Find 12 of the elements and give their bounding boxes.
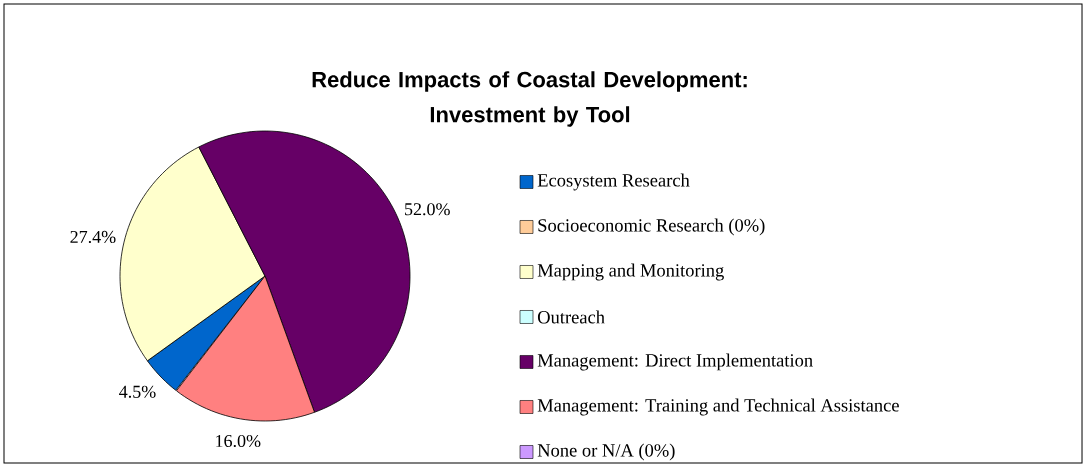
- legend-label: None or N/A (0%): [537, 443, 675, 461]
- legend-label: Socioeconomic Research (0%): [538, 218, 765, 236]
- chart-title: Reduce Impacts of Coastal Development: Investment by Tool: [312, 71, 747, 127]
- legend-label: Management: Training and Technical Assistance: [537, 398, 899, 416]
- legend-label: Ecosystem Research: [537, 173, 690, 191]
- data-label: 27.4%: [70, 230, 116, 244]
- legend-label: Mapping and Monitoring: [537, 263, 724, 281]
- legend-label: Outreach: [537, 310, 605, 324]
- data-label: 16.0%: [216, 434, 261, 448]
- data-label: 52.0%: [405, 203, 450, 216]
- legend-label: Management: Direct Implementation: [537, 353, 813, 371]
- data-label: 4.5%: [119, 385, 156, 398]
